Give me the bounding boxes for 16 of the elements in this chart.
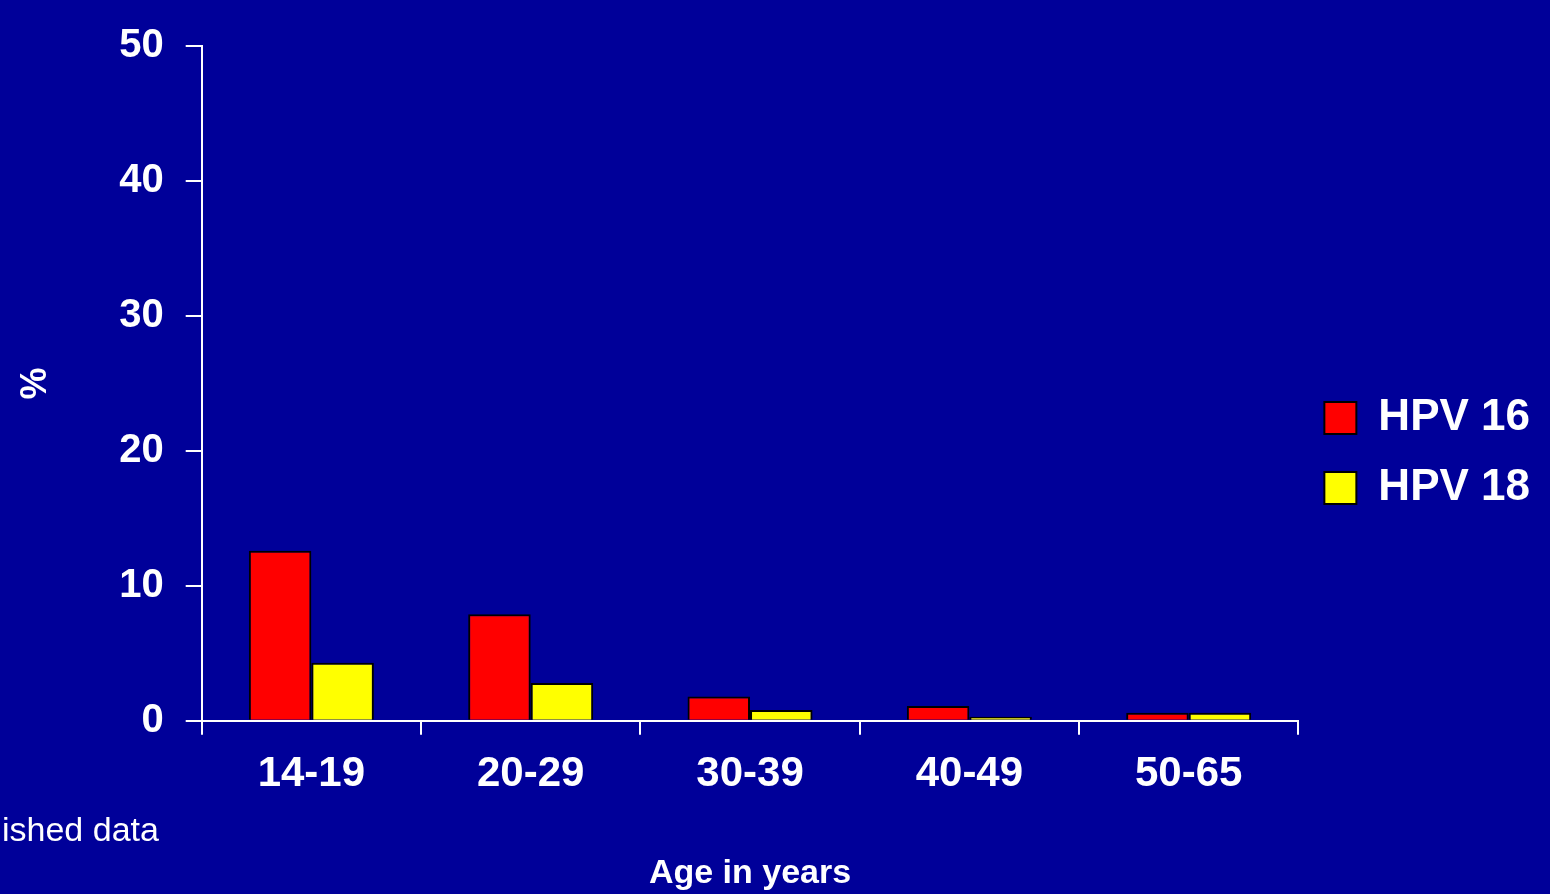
x-tick-label: 30-39	[696, 747, 804, 795]
x-tick-label: 50-65	[1134, 747, 1243, 795]
y-axis-title: %	[12, 367, 54, 400]
x-axis-title: Age in years	[648, 851, 852, 890]
y-tick-label: 0	[141, 695, 164, 740]
x-tick-label: 40-49	[915, 747, 1024, 795]
y-tick-label: 40	[119, 155, 164, 200]
text: ished data	[2, 810, 159, 849]
x-tick-label: 14-19	[257, 747, 366, 795]
legend-label: HPV 18	[1378, 460, 1530, 510]
y-tick-label: 30	[119, 290, 164, 335]
y-tick-label: 50	[119, 21, 164, 66]
y-tick-label: 20	[119, 425, 164, 470]
legend-label: HPV 16	[1378, 390, 1530, 440]
x-tick-label: 20-29	[476, 747, 585, 795]
y-tick-label: 10	[119, 560, 164, 605]
